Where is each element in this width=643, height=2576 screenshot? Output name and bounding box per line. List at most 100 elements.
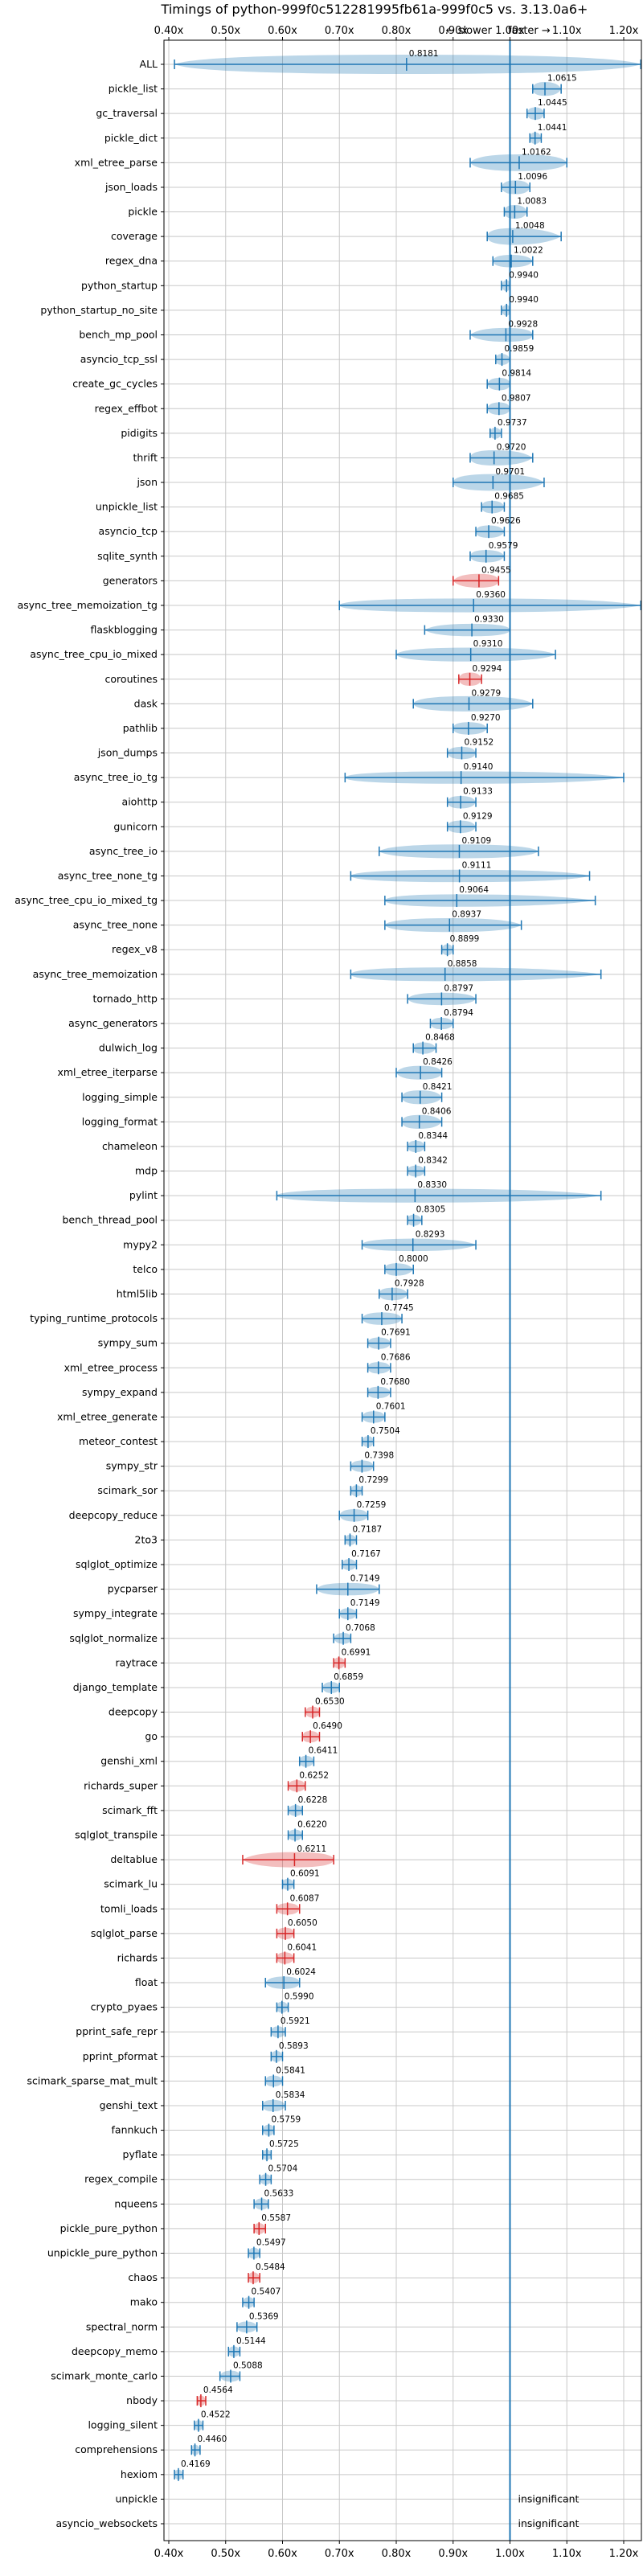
- benchmark-label: scimark_sor: [97, 1484, 158, 1496]
- value-label: 0.9940: [509, 295, 539, 305]
- marks-layer: 0.8181 1.0615 1.0445 1.0441 1.0162 1.0096 1.00…: [174, 49, 641, 2529]
- value-label: 0.6411: [309, 1746, 338, 1756]
- benchmark-label: xml_etree_iterparse: [57, 1066, 158, 1078]
- chart-title: Timings of python-999f0c512281995fb61a-9…: [161, 2, 588, 17]
- benchmark-label: asyncio_tcp_ssl: [80, 353, 158, 365]
- value-label: 0.6991: [342, 1647, 371, 1657]
- benchmark-label: pprint_pformat: [83, 2050, 158, 2062]
- value-label: 0.8342: [418, 1156, 448, 1166]
- benchmark-label: dask: [134, 697, 158, 709]
- benchmark-label: async_tree_memoization_tg: [18, 599, 158, 611]
- x-tick-label-top: 0.50x: [211, 25, 240, 37]
- benchmark-label: create_gc_cycles: [72, 378, 158, 390]
- value-label: 0.9928: [508, 319, 538, 329]
- value-label: 0.5144: [236, 2336, 266, 2346]
- value-label: 0.6490: [313, 1721, 342, 1731]
- benchmark-label: json: [136, 476, 158, 488]
- benchmark-label: ALL: [140, 58, 158, 70]
- benchmark-label: deepcopy_reduce: [69, 1509, 158, 1521]
- value-label: 0.4564: [203, 2385, 233, 2395]
- benchmark-label: mypy2: [123, 1238, 158, 1250]
- value-label: 0.9310: [473, 639, 503, 649]
- value-label: 0.7680: [380, 1377, 410, 1387]
- insignificant-label: insignificant: [518, 2492, 580, 2504]
- benchmark-label: flaskblogging: [90, 624, 158, 636]
- x-tick-label-bottom: 1.20x: [609, 2548, 639, 2560]
- value-label: 0.9455: [481, 565, 511, 575]
- value-label: 0.5369: [249, 2311, 279, 2321]
- value-label: 0.9859: [505, 344, 534, 354]
- value-label: 0.7398: [364, 1451, 394, 1461]
- x-tick-label-top: 0.80x: [382, 25, 412, 37]
- value-label: 0.5893: [279, 2041, 309, 2051]
- benchmark-label: pprint_safe_repr: [76, 2025, 158, 2037]
- value-label: 0.7259: [357, 1500, 387, 1510]
- value-label: 0.5834: [276, 2090, 305, 2100]
- value-label: 0.8794: [444, 1008, 473, 1018]
- value-label: 0.9294: [473, 664, 502, 674]
- value-label: 1.0162: [522, 147, 551, 157]
- value-label: 0.9279: [471, 688, 501, 698]
- benchmark-label: pidigits: [121, 427, 158, 439]
- benchmark-label: generators: [103, 574, 158, 586]
- value-label: 0.9111: [462, 860, 492, 870]
- x-tick-label-bottom: 1.10x: [552, 2548, 582, 2560]
- benchmark-label: chameleon: [102, 1140, 158, 1152]
- benchmark-label: gunicorn: [113, 820, 158, 832]
- value-label: 1.0096: [518, 172, 547, 182]
- value-label: 0.8344: [418, 1131, 448, 1141]
- value-label: 0.9152: [465, 738, 494, 748]
- value-label: 0.7601: [376, 1401, 406, 1411]
- value-label: 0.6220: [297, 1819, 327, 1829]
- value-label: 0.9737: [498, 418, 527, 428]
- value-label: 0.8406: [422, 1106, 452, 1116]
- benchmark-label: asyncio_tcp: [99, 525, 158, 537]
- x-tick-label-bottom: 0.40x: [154, 2548, 184, 2560]
- benchmark-label: sympy_str: [106, 1460, 158, 1472]
- value-label: 0.4169: [181, 2459, 211, 2469]
- value-label: 0.8937: [452, 910, 481, 920]
- benchmark-label: regex_dna: [105, 255, 158, 267]
- benchmark-label: async_generators: [68, 1017, 158, 1029]
- value-label: 0.9685: [494, 492, 524, 502]
- benchmark-label: python_startup_no_site: [40, 304, 158, 316]
- benchmark-label: nqueens: [114, 2197, 158, 2209]
- value-label: 0.5587: [261, 2213, 291, 2223]
- benchmark-label: sympy_integrate: [73, 1607, 158, 1619]
- benchmark-label: xml_etree_parse: [75, 156, 158, 168]
- value-label: 0.5921: [281, 2016, 310, 2026]
- value-label: 0.4522: [201, 2410, 231, 2420]
- value-label: 0.9940: [509, 270, 539, 280]
- value-label: 1.0083: [517, 197, 547, 207]
- benchmark-label: django_template: [73, 1681, 158, 1693]
- benchmark-label: regex_v8: [112, 943, 158, 955]
- x-tick-label-top: 0.40x: [154, 25, 184, 37]
- value-label: 0.6859: [334, 1672, 363, 1682]
- benchmark-label: dulwich_log: [99, 1042, 158, 1054]
- benchmark-label: xml_etree_generate: [57, 1410, 158, 1422]
- benchmark-label: meteor_contest: [79, 1435, 158, 1447]
- benchmark-label: genshi_xml: [100, 1755, 158, 1767]
- benchmark-label: sqlglot_transpile: [75, 1828, 158, 1840]
- benchmark-label: mdp: [135, 1165, 158, 1177]
- benchmark-label: typing_runtime_protocols: [30, 1312, 158, 1324]
- value-label: 0.5990: [285, 1992, 314, 2002]
- benchmark-label: float: [135, 1976, 158, 1988]
- benchmark-label: bench_thread_pool: [62, 1214, 158, 1226]
- grid-layer: 0.40x 0.40x 0.50x 0.50x 0.60x 0.60x 0.70x 0.70x…: [14, 25, 641, 2560]
- benchmark-label: spectral_norm: [86, 2320, 158, 2332]
- x-tick-label-bottom: 0.50x: [211, 2548, 240, 2560]
- benchmark-label: sympy_sum: [98, 1337, 158, 1349]
- benchmark-label: pathlib: [123, 722, 158, 734]
- value-label: 1.0022: [514, 246, 543, 256]
- benchmark-label: pickle_list: [109, 83, 158, 95]
- value-label: 0.7928: [395, 1279, 424, 1289]
- value-label: 0.9133: [463, 787, 493, 797]
- value-label: 1.0615: [547, 74, 577, 84]
- value-label: 0.6050: [288, 1918, 317, 1928]
- value-label: 0.5088: [233, 2361, 263, 2370]
- benchmark-label: async_tree_memoization: [33, 968, 158, 980]
- benchmark-label: pickle_dict: [104, 132, 158, 144]
- value-label: 0.7299: [358, 1475, 388, 1485]
- value-label: 0.9807: [502, 393, 531, 403]
